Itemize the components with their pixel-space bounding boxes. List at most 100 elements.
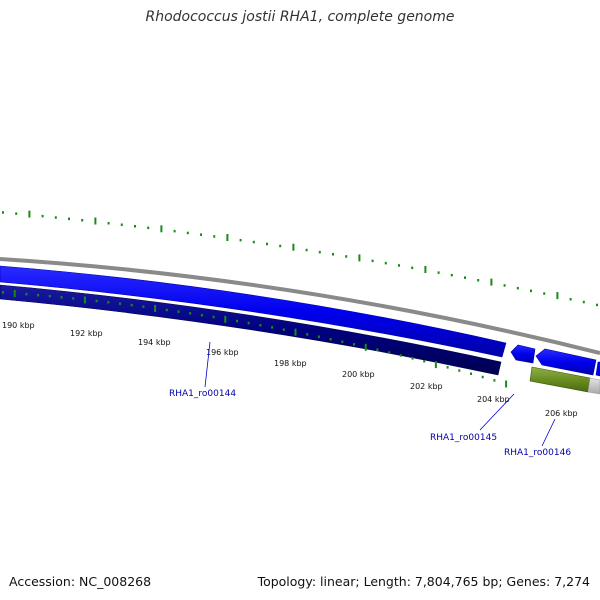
scale-tick [271,326,274,329]
gc-dot [450,273,453,277]
scale-tick [13,290,16,297]
scale-tick [388,351,391,354]
gc-dot [173,229,176,233]
gc-dot [305,248,308,252]
scale-tick-label: 198 kbp [274,359,307,368]
genome-summary: Topology: linear; Length: 7,804,765 bp; … [257,574,590,589]
scale-tick-label: 202 kbp [410,382,443,391]
scale-tick [48,294,51,298]
gc-dot [239,238,242,242]
gc-dot [490,278,493,286]
scale-tick [423,360,426,363]
scale-tick [212,315,215,319]
scale-tick [119,302,121,305]
scale-tick-label: 200 kbp [342,370,375,379]
scale-tick [25,292,28,296]
scale-tick [259,324,262,327]
gene-label-ro00144[interactable]: RHA1_ro00144 [169,389,236,399]
gene-arrow-small [510,344,536,364]
gene-label-leader-ro00146 [541,418,556,447]
gc-dot [266,242,268,246]
scale-tick [341,340,344,343]
gc-dot [279,244,282,248]
gc-dot [582,300,585,304]
scale-track: 190 kbp 192 kbp 194 kbp 196 kbp 198 kbp 200 k… [2,290,578,418]
gene-label-ro00146[interactable]: RHA1_ro00146 [504,448,571,458]
scale-tick [329,338,332,341]
scale-tick [505,380,508,388]
gc-dot [556,292,559,300]
gc-dot [160,225,163,233]
scale-tick [107,301,110,304]
scale-tick [282,328,285,331]
gc-dot [516,286,519,290]
scale-tick-label: 194 kbp [138,338,171,347]
gc-dot [81,219,84,222]
grey-feature [587,377,600,395]
gc-dot [503,284,506,287]
scale-tick [177,310,180,313]
gc-dot [411,266,414,270]
gc-dot [477,279,480,282]
gc-dot [54,216,57,219]
scale-tick [165,308,168,312]
gc-dot [345,255,348,258]
gc-dot [213,235,216,238]
gc-dot [134,225,136,228]
scale-tick-label: 190 kbp [2,321,35,330]
scale-tick [130,303,133,307]
gc-dot [424,266,427,273]
scale-tick [470,372,472,375]
forward-cds-band [0,265,507,358]
gc-dot [292,243,295,251]
scale-tick [353,343,355,346]
scale-tick [83,296,86,304]
scale-tick [364,343,367,351]
scale-tick [446,366,449,369]
scale-tick [376,348,379,351]
reverse-cds-band [0,284,502,376]
scale-tick [294,328,297,336]
gene-arrow-edge [595,361,600,377]
gene-label-leader-ro00145 [479,393,515,431]
scale-tick [493,379,496,382]
gc-dot [464,276,466,279]
scale-tick [72,297,75,300]
gc-dot [28,210,31,218]
gene-arrow-ro00145 [535,348,597,376]
gc-dot [398,264,400,267]
gc-dot [68,217,70,221]
gene-label-ro00145[interactable]: RHA1_ro00145 [430,433,497,443]
gc-dot [15,212,18,215]
scale-tick [142,305,145,308]
scale-tick-label: 204 kbp [477,395,510,404]
scale-tick-label: 206 kbp [545,409,578,418]
scale-tick [200,313,203,317]
gc-dot [530,289,532,293]
accession-label: Accession: NC_008268 [9,574,152,589]
gc-dot [186,231,189,235]
gc-dot [107,222,110,225]
gene-label-leader-ro00144 [204,341,211,388]
gc-dot [252,240,255,244]
scale-tick-label: 196 kbp [206,348,239,357]
scale-tick [2,291,4,294]
gc-dot [437,271,440,274]
gc-dot [2,211,4,214]
gc-dot [371,259,374,263]
scale-tick [399,354,402,357]
map-title: Rhodococcus jostii RHA1, complete genome [145,9,455,25]
scale-tick [60,296,63,299]
gc-dot [147,226,150,230]
scale-tick-label: 192 kbp [70,329,103,338]
scale-tick [481,375,484,379]
gc-dot [596,303,598,307]
scale-tick [458,369,461,372]
gc-content-dot-track [2,210,598,307]
gc-dot [358,254,361,262]
scale-tick [189,312,192,315]
gc-dot [120,223,123,226]
gc-dot [226,234,229,241]
scale-tick [95,299,98,303]
gc-dot [318,250,321,254]
